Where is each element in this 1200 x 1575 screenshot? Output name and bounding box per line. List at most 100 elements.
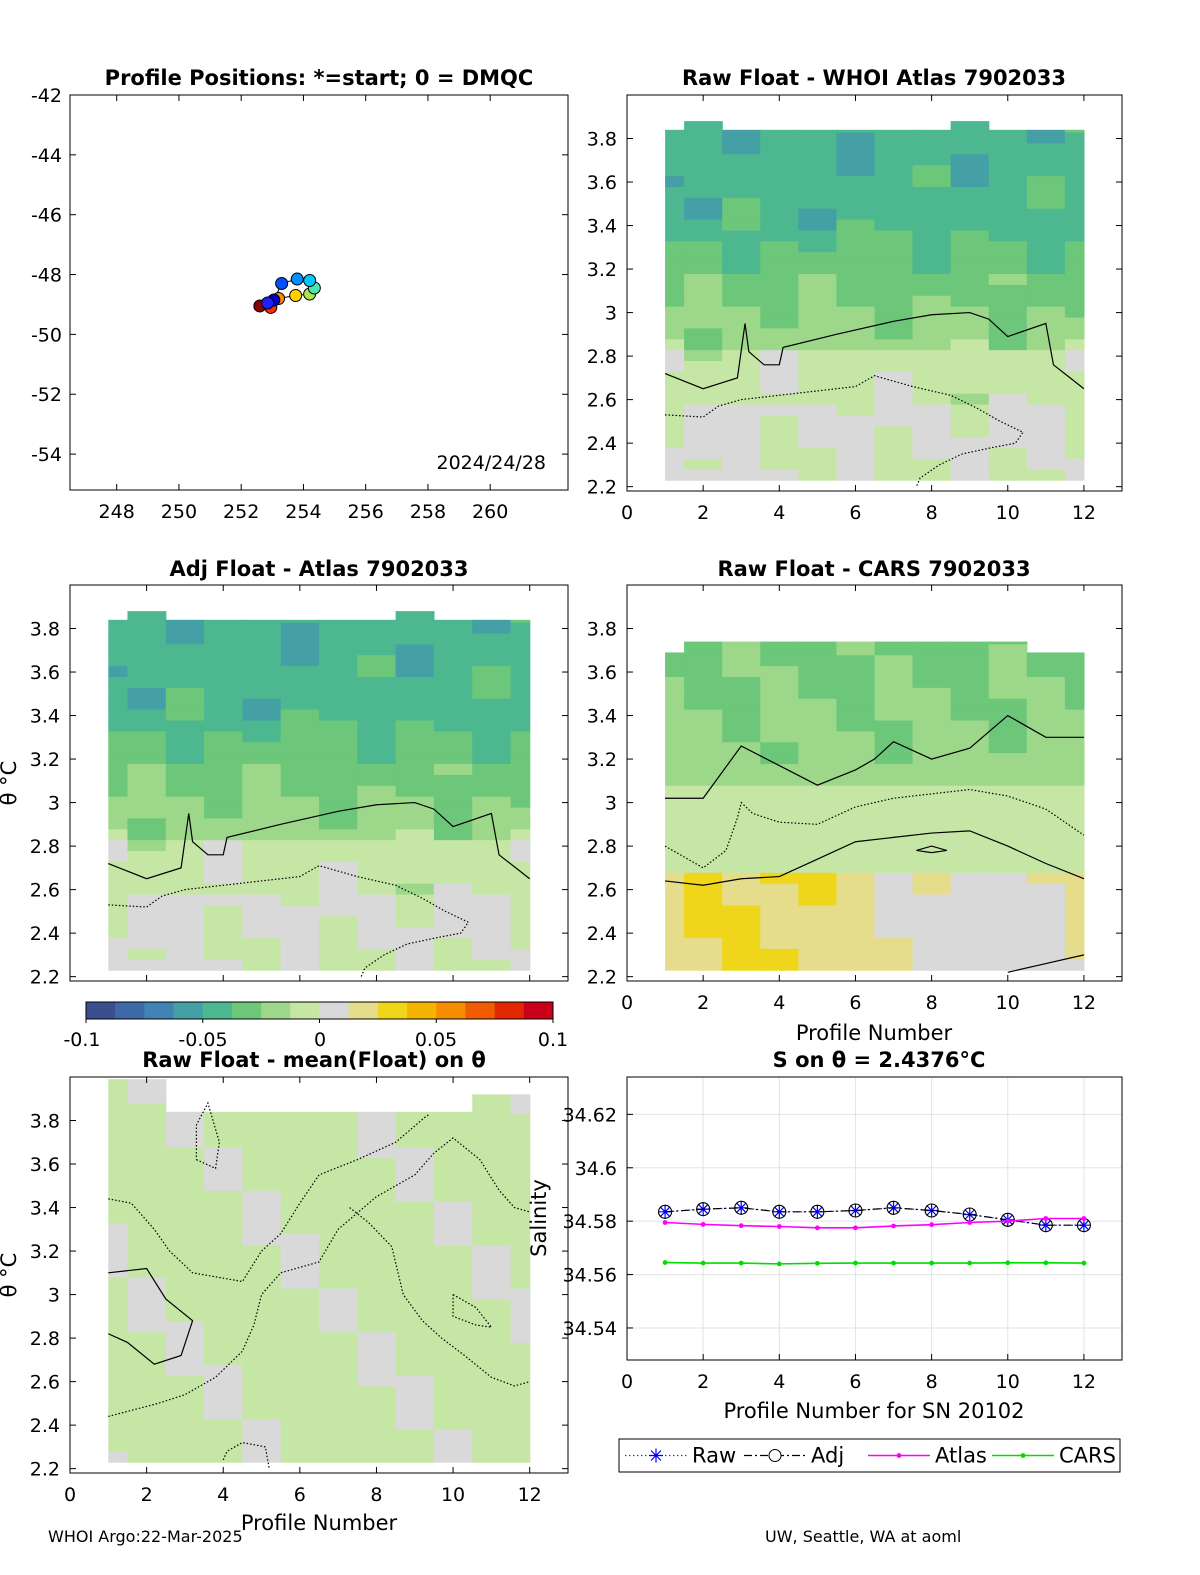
- heat-cell: [684, 850, 723, 862]
- heat-cell: [684, 208, 723, 220]
- heat-cell: [912, 153, 952, 166]
- heat-cell: [798, 186, 838, 198]
- heat-cell: [1064, 883, 1085, 895]
- heat-cell: [988, 393, 1028, 405]
- heat-cell: [204, 1342, 243, 1354]
- heat-cell: [510, 1255, 531, 1267]
- heat-cell: [950, 316, 990, 329]
- heat-cell: [204, 1124, 243, 1137]
- heat-cell: [280, 839, 320, 852]
- heat-cell: [395, 817, 435, 830]
- heat-cell: [472, 1255, 512, 1267]
- heat-cell: [760, 687, 799, 699]
- heat-cell: [472, 1440, 512, 1452]
- heat-cell: [874, 360, 914, 372]
- legend-marker-adj: [768, 1449, 782, 1462]
- heat-cell: [433, 665, 473, 677]
- map-x-tick-label: 254: [285, 501, 321, 523]
- heat-cell: [874, 447, 914, 459]
- heat-cell: [357, 1255, 397, 1267]
- adj-marker: [734, 1200, 749, 1215]
- heat-cell: [357, 1266, 397, 1278]
- heat-cell: [165, 861, 205, 873]
- heat-cell: [280, 1375, 320, 1387]
- heat-cell: [242, 774, 282, 786]
- heat-cell: [722, 698, 761, 710]
- profile-point: [275, 277, 289, 291]
- heat-cell: [798, 175, 838, 187]
- heat-cell: [472, 687, 512, 699]
- heat-cell: [760, 262, 799, 275]
- heat-cell: [836, 284, 876, 296]
- heat-cell: [242, 828, 282, 841]
- y-tick-label: 3.4: [30, 1198, 60, 1220]
- heat-cell: [760, 883, 799, 895]
- heat-cell: [684, 926, 723, 939]
- heat-cell: [165, 1157, 205, 1169]
- heat-cell: [319, 785, 358, 797]
- heat-cell: [988, 839, 1028, 852]
- heat-cell: [798, 306, 838, 318]
- heat-cell: [722, 752, 761, 765]
- heat-cell: [433, 1168, 473, 1180]
- heat-cell: [204, 1298, 243, 1311]
- x-tick-label: 0: [64, 1484, 76, 1506]
- heat-cell: [280, 719, 320, 732]
- heat-cell: [798, 338, 838, 351]
- heat-cell: [912, 129, 952, 133]
- y-tick-label: 2.8: [30, 836, 60, 858]
- heat-cell: [988, 338, 1028, 351]
- heat-cell: [912, 306, 952, 318]
- heat-cell: [1026, 709, 1066, 721]
- heat-cell: [433, 1418, 473, 1431]
- heat-cell: [912, 752, 952, 765]
- heat-cell: [357, 619, 397, 623]
- heat-cell: [950, 796, 990, 808]
- heat-cell: [510, 1094, 531, 1104]
- heat-cell: [510, 1451, 531, 1463]
- heat-cell: [165, 1418, 205, 1431]
- heat-cell: [280, 785, 320, 797]
- heat-cell: [510, 948, 531, 960]
- heat-cell: [760, 785, 799, 797]
- heat-cell: [319, 687, 358, 699]
- heat-cell: [510, 1418, 531, 1431]
- heat-cell: [395, 785, 435, 797]
- heat-cell: [798, 709, 838, 721]
- heat-cell: [510, 1353, 531, 1365]
- heat-cell: [874, 295, 914, 307]
- x-tick-label: 10: [996, 1371, 1020, 1393]
- heat-cell: [357, 1146, 397, 1159]
- heat-cell: [684, 469, 723, 481]
- heat-cell: [433, 959, 473, 971]
- colorbar-segment: [202, 1002, 233, 1019]
- heat-cell: [165, 774, 205, 786]
- heat-cell: [357, 1201, 397, 1213]
- heat-cell: [242, 785, 282, 797]
- heat-cell: [1064, 458, 1085, 470]
- heat-cell: [760, 926, 799, 939]
- heat-cell: [127, 1135, 167, 1148]
- heat-cell: [280, 709, 320, 721]
- heat-cell: [165, 806, 205, 819]
- contour-line: [916, 845, 948, 854]
- heat-cell: [665, 687, 685, 699]
- heat-cell: [204, 839, 243, 852]
- heat-cell: [433, 1113, 473, 1126]
- heat-cell: [204, 1135, 243, 1148]
- heat-cell: [280, 937, 320, 949]
- heat-cell: [108, 654, 129, 667]
- heat-cell: [798, 926, 838, 939]
- heat-cell: [1026, 382, 1066, 394]
- heat-cell: [836, 861, 876, 873]
- profile-point: [261, 296, 275, 310]
- heat-cell: [836, 425, 876, 438]
- heat-cell: [433, 861, 473, 873]
- heat-cell: [874, 850, 914, 862]
- heat-cell: [874, 654, 914, 667]
- heat-cell: [280, 1168, 320, 1180]
- heat-cell: [988, 306, 1028, 318]
- heat-cell: [950, 186, 990, 198]
- heat-cell: [760, 447, 799, 459]
- atlas-marker: [738, 1223, 744, 1229]
